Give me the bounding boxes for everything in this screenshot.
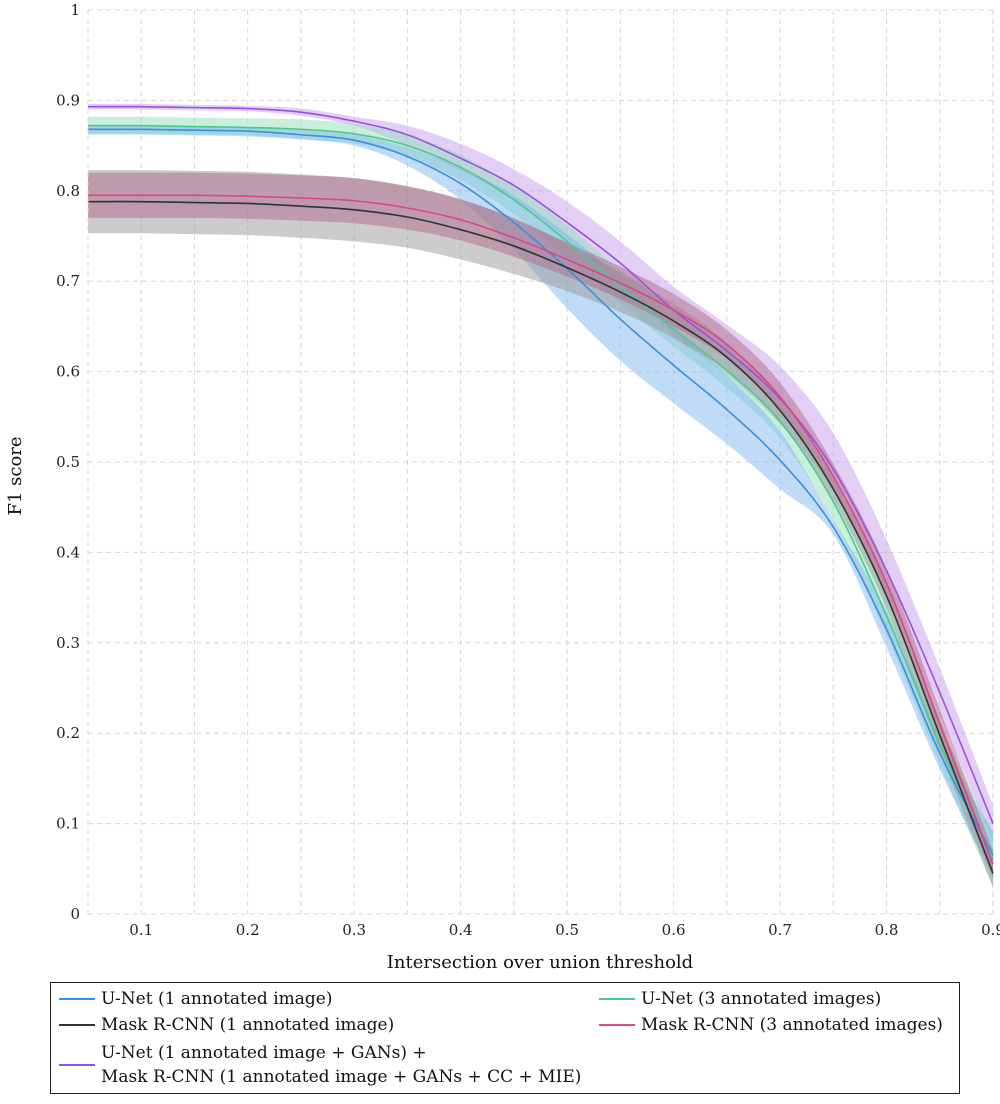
legend-swatch xyxy=(59,1064,95,1066)
x-axis-title: Intersection over union threshold xyxy=(387,952,693,973)
legend-label: Mask R-CNN (1 annotated image) xyxy=(101,1015,395,1035)
legend-item-combined: U-Net (1 annotated image + GANs) + Mask … xyxy=(59,1041,581,1089)
y-tick-label: 0.5 xyxy=(56,453,80,471)
legend-swatch xyxy=(59,998,95,1000)
legend-swatch xyxy=(599,998,635,1000)
legend-label: U-Net (1 annotated image) xyxy=(101,989,333,1009)
y-tick-label: 0.8 xyxy=(56,182,80,200)
x-tick-label: 0.3 xyxy=(342,921,366,939)
legend-label-multiline: U-Net (1 annotated image + GANs) + Mask … xyxy=(101,1041,581,1089)
y-tick-label: 0.3 xyxy=(56,634,80,652)
x-tick-label: 0.2 xyxy=(236,921,260,939)
tick-labels: 0.1 0.2 0.3 0.4 0.5 0.6 0.7 0.8 0.9 0 0.1 0.2 0.3 0.4… xyxy=(56,1,1000,939)
legend-item-maskrcnn-3: Mask R-CNN (3 annotated images) xyxy=(599,1013,943,1037)
series-line-2 xyxy=(87,200,994,874)
y-tick-label: 0 xyxy=(70,905,80,923)
grid xyxy=(87,9,994,915)
x-tick-label: 0.4 xyxy=(449,921,473,939)
y-tick-label: 0.6 xyxy=(56,363,80,381)
y-tick-label: 1 xyxy=(70,1,80,19)
x-tick-label: 0.9 xyxy=(981,921,1000,939)
legend-item-maskrcnn-1: Mask R-CNN (1 annotated image) xyxy=(59,1013,394,1037)
legend-swatch xyxy=(59,1024,95,1026)
y-tick-label: 0.1 xyxy=(56,815,80,833)
legend-label: Mask R-CNN (3 annotated images) xyxy=(641,1015,943,1035)
confidence-bands xyxy=(88,103,993,887)
series-line-1 xyxy=(87,124,994,861)
x-tick-label: 0.1 xyxy=(129,921,153,939)
legend-swatch xyxy=(599,1024,635,1026)
x-tick-label: 0.8 xyxy=(875,921,899,939)
y-tick-label: 0.7 xyxy=(56,272,80,290)
x-tick-label: 0.7 xyxy=(768,921,792,939)
y-tick-label: 0.2 xyxy=(56,724,80,742)
axes xyxy=(87,10,993,915)
y-axis-title: F1 score xyxy=(5,436,26,515)
series-line-0 xyxy=(87,128,994,856)
f1-score-chart: 0.1 0.2 0.3 0.4 0.5 0.6 0.7 0.8 0.9 0 0.1 0.2 0.3 0.4… xyxy=(5,1,1000,973)
series-lines xyxy=(87,105,994,874)
legend-label-line-2: Mask R-CNN (1 annotated image + GANs + C… xyxy=(101,1067,582,1087)
legend-label: U-Net (3 annotated images) xyxy=(641,989,882,1009)
x-tick-label: 0.5 xyxy=(555,921,579,939)
legend: U-Net (1 annotated image) U-Net (3 annot… xyxy=(50,982,960,1094)
series-line-4 xyxy=(87,105,994,824)
legend-item-unet-3: U-Net (3 annotated images) xyxy=(599,987,881,1011)
x-tick-label: 0.6 xyxy=(662,921,686,939)
y-tick-label: 0.9 xyxy=(56,91,80,109)
legend-item-unet-1: U-Net (1 annotated image) xyxy=(59,987,332,1011)
legend-label-line-1: U-Net (1 annotated image + GANs) + xyxy=(101,1043,427,1063)
y-tick-label: 0.4 xyxy=(56,543,80,561)
series-line-3 xyxy=(87,194,994,865)
